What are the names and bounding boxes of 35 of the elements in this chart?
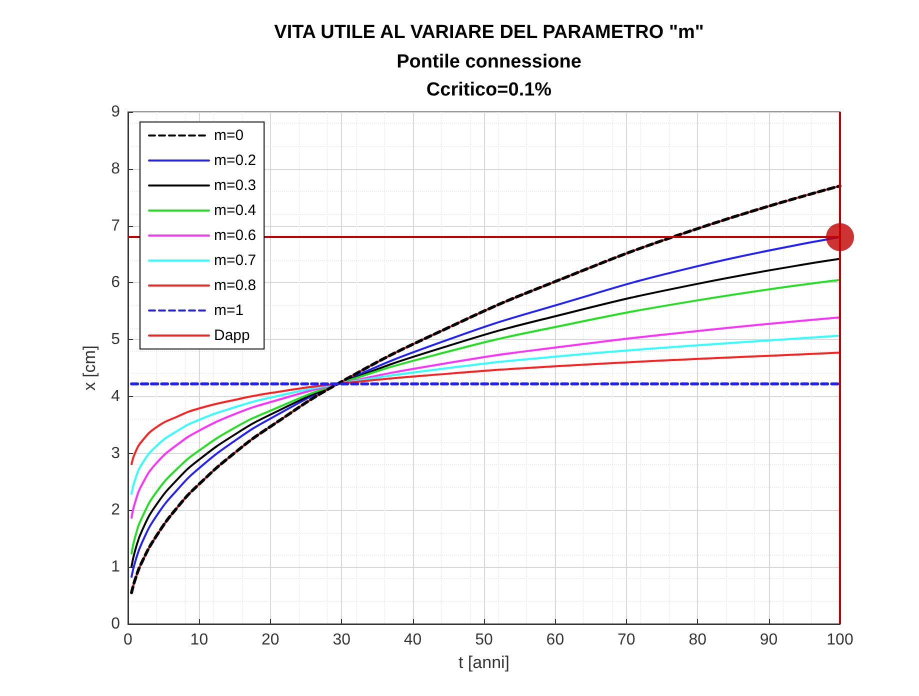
chart-title: VITA UTILE AL VARIARE DEL PARAMETRO "m" xyxy=(274,22,704,43)
x-tick-label: 90 xyxy=(760,632,778,648)
legend-label: m=0.3 xyxy=(214,177,256,194)
chart-subtitle: Pontile connessione Ccritico=0.1% xyxy=(396,52,582,100)
line-series xyxy=(130,316,841,519)
legend-label: m=0.7 xyxy=(214,252,256,269)
y-tick-label: 1 xyxy=(111,558,120,576)
y-tick-label: 0 xyxy=(111,616,120,632)
x-tick-label: 20 xyxy=(262,632,280,648)
x-tick-label: 10 xyxy=(190,632,208,648)
y-tick-label: 2 xyxy=(111,502,120,519)
legend-label: m=0.8 xyxy=(214,277,256,294)
x-tick-label: 0 xyxy=(124,632,133,648)
x-axis-title: t [anni] xyxy=(458,653,510,672)
legend-label: Dapp xyxy=(214,327,250,344)
legend-label: m=0 xyxy=(214,127,244,144)
y-tick-label: 4 xyxy=(111,388,120,405)
y-tick-label: 9 xyxy=(111,104,120,120)
legend-label: m=1 xyxy=(214,302,244,319)
x-tick-label: 70 xyxy=(618,632,636,648)
y-tick-label: 3 xyxy=(111,444,120,462)
x-tick-label: 30 xyxy=(332,632,351,648)
legend-label: m=0.4 xyxy=(214,202,256,219)
legend-label: m=0.2 xyxy=(214,152,256,169)
y-tick-label: 5 xyxy=(111,331,120,348)
x-tick-label: 50 xyxy=(475,632,493,648)
y-tick-label: 8 xyxy=(111,160,120,178)
y-tick-label: 6 xyxy=(111,274,120,292)
x-tick-label: 80 xyxy=(688,632,707,648)
y-tick-label: 7 xyxy=(111,217,120,234)
x-tick-label: 100 xyxy=(826,632,854,648)
x-tick-label: 60 xyxy=(546,632,564,648)
legend-label: m=0.6 xyxy=(214,227,256,244)
x-tick-label: 40 xyxy=(404,632,422,648)
y-axis-title: x [cm] xyxy=(80,345,99,391)
